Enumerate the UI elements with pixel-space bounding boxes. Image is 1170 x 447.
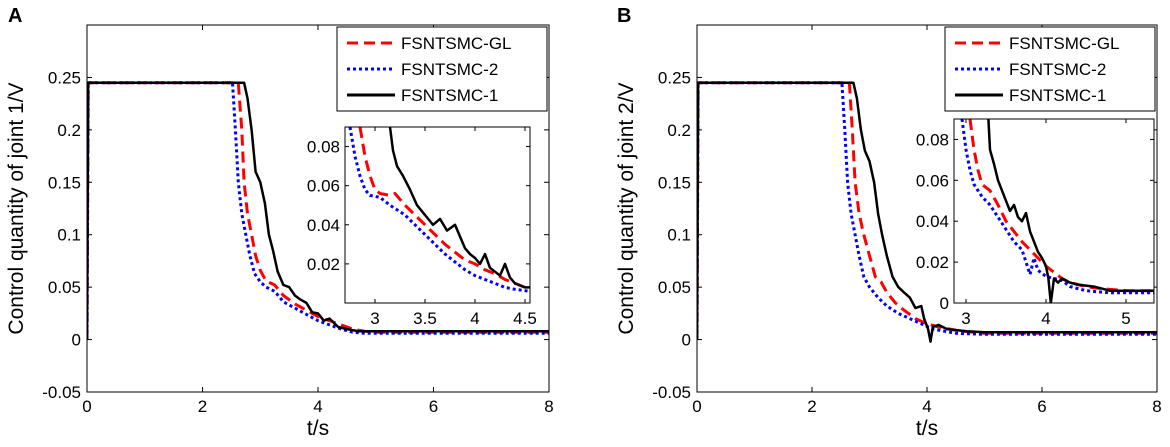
x-tick-label: 4 <box>922 397 931 416</box>
legend-label: FSNTSMC-2 <box>1009 60 1106 79</box>
legend-label: FSNTSMC-1 <box>401 86 498 105</box>
panel-label: A <box>8 5 22 27</box>
inset-y-tick-label: 0.04 <box>307 216 340 235</box>
y-tick-label: 0.05 <box>48 278 81 297</box>
inset-frame <box>953 118 1155 304</box>
x-tick-label: 4 <box>313 397 322 416</box>
inset-y-tick-label: 0.08 <box>307 138 340 157</box>
x-tick-label: 8 <box>1152 397 1161 416</box>
y-tick-label: 0.25 <box>658 68 691 87</box>
panel-label: B <box>617 5 631 27</box>
inset-y-tick-label: 0 <box>940 294 949 313</box>
inset-y-tick-label: 0.06 <box>307 177 340 196</box>
y-tick-label: 0.2 <box>667 121 691 140</box>
y-tick-label: -0.05 <box>42 383 81 402</box>
inset-x-tick-label: 3 <box>370 309 379 328</box>
x-tick-label: 6 <box>429 397 438 416</box>
inset-x-tick-label: 4 <box>470 309 479 328</box>
inset-y-tick-label: 0.06 <box>916 171 949 190</box>
y-tick-label: 0.2 <box>57 121 81 140</box>
inset-y-tick-label: 0.08 <box>916 130 949 149</box>
x-axis-label: t/s <box>916 417 938 440</box>
series-line-fsntsmc-1 <box>697 81 1157 343</box>
inset-series-line-fsntsmc-gl <box>358 127 530 291</box>
x-tick-label: 0 <box>82 397 91 416</box>
legend-label: FSNTSMC-GL <box>1009 34 1120 53</box>
inset-series-line-fsntsmc-1 <box>388 127 530 289</box>
series-line-fsntsmc-2 <box>87 81 549 340</box>
y-axis-label: Control quantity of joint 1/V <box>5 82 28 334</box>
y-tick-label: 0.15 <box>48 173 81 192</box>
inset-x-tick-label: 5 <box>1121 309 1130 328</box>
inset-y-tick-label: 0.04 <box>916 212 949 231</box>
y-tick-label: 0.1 <box>57 226 81 245</box>
inset-x-tick-label: 3 <box>961 309 970 328</box>
legend-label: FSNTSMC-2 <box>401 60 498 79</box>
y-tick-label: 0 <box>682 331 691 350</box>
y-tick-label: -0.05 <box>652 383 691 402</box>
x-tick-label: 8 <box>544 397 553 416</box>
x-tick-label: 0 <box>692 397 701 416</box>
x-tick-label: 6 <box>1037 397 1046 416</box>
series-line-fsntsmc-gl <box>87 81 549 340</box>
y-tick-label: 0.15 <box>658 173 691 192</box>
inset-x-tick-label: 4 <box>1041 309 1050 328</box>
x-tick-label: 2 <box>198 397 207 416</box>
inset-y-tick-label: 0.02 <box>916 253 949 272</box>
legend-label: FSNTSMC-GL <box>401 34 512 53</box>
series-line-fsntsmc-1 <box>87 81 549 340</box>
series-line-fsntsmc-2 <box>697 81 1157 340</box>
y-tick-label: 0.25 <box>48 68 81 87</box>
x-tick-label: 2 <box>807 397 816 416</box>
inset-frame <box>344 126 531 304</box>
y-tick-label: 0 <box>72 331 81 350</box>
x-axis-label: t/s <box>307 417 329 440</box>
inset-series-line-fsntsmc-1 <box>987 119 1154 303</box>
legend-label: FSNTSMC-1 <box>1009 86 1106 105</box>
y-tick-label: 0.05 <box>658 278 691 297</box>
inset-x-tick-label: 3.5 <box>413 309 437 328</box>
y-tick-label: 0.1 <box>667 226 691 245</box>
y-axis-label: Control quantity of joint 2/V <box>615 82 638 334</box>
inset-y-tick-label: 0.02 <box>307 255 340 274</box>
inset-x-tick-label: 4.5 <box>513 309 537 328</box>
inset-background <box>954 119 1154 303</box>
